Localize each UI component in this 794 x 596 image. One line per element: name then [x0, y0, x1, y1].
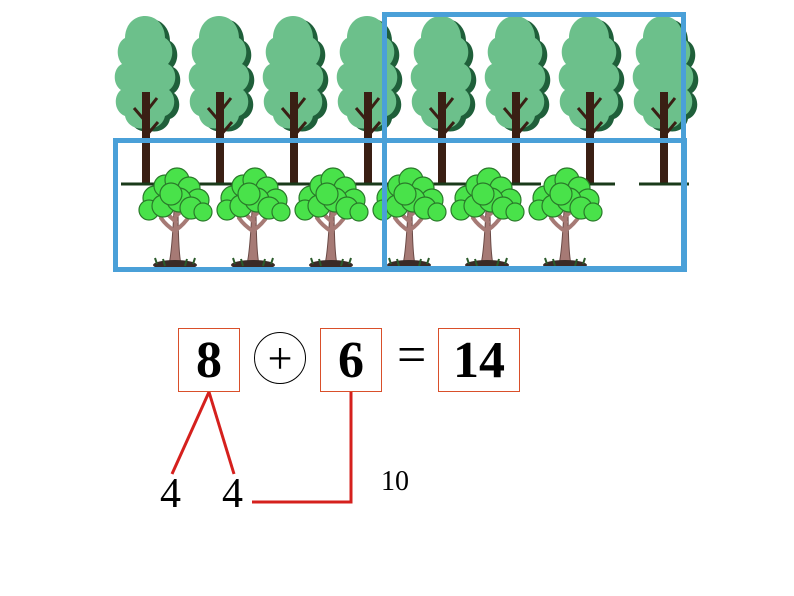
number-box-14: 14	[438, 328, 520, 392]
number-box-8: 8	[178, 328, 240, 392]
number-8-text: 8	[196, 331, 222, 390]
decomposition-lines	[0, 0, 794, 596]
number-6-text: 6	[338, 331, 364, 390]
split-part-right: 4	[222, 470, 243, 518]
number-box-6: 6	[320, 328, 382, 392]
split-part-left: 4	[160, 470, 181, 518]
sum-ten-label: 10	[381, 466, 409, 498]
plus-text: +	[268, 333, 293, 384]
equals-sign: =	[397, 326, 426, 385]
number-14-text: 14	[453, 331, 505, 390]
math-diagram: 8 + 6 = 14 4 4 10	[0, 0, 794, 596]
plus-operator: +	[254, 332, 306, 384]
